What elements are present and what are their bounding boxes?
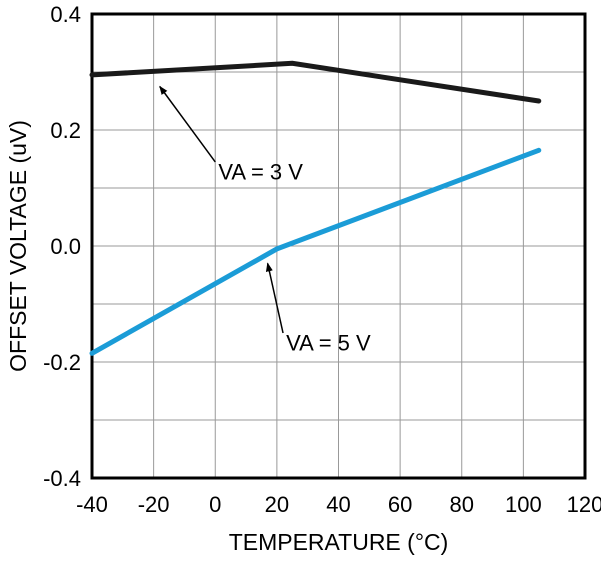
annotation-label: VA = 3 V (218, 159, 303, 184)
y-tick-label: -0.4 (43, 466, 81, 491)
x-tick-label: 80 (450, 492, 474, 517)
y-axis-label: OFFSET VOLTAGE (uV) (5, 120, 31, 372)
x-tick-label: 20 (265, 492, 289, 517)
series-line-va-5-v (89, 147, 542, 356)
x-tick-label: -40 (76, 492, 108, 517)
y-tick-label: 0.0 (50, 234, 81, 259)
x-tick-label: -20 (138, 492, 170, 517)
annotation-arrow (265, 262, 284, 334)
y-tick-label: 0.2 (50, 118, 81, 143)
x-tick-label: 40 (326, 492, 350, 517)
x-axis-label: TEMPERATURE (°C) (229, 529, 449, 555)
x-tick-label: 60 (388, 492, 412, 517)
plot-border (90, 12, 587, 480)
x-tick-label: 120 (567, 492, 601, 517)
series-line-va-3-v (89, 60, 542, 104)
x-tick-label: 100 (505, 492, 542, 517)
annotation-arrow (159, 85, 216, 163)
annotation-label: VA = 5 V (286, 330, 371, 355)
x-tick-label: 0 (209, 492, 221, 517)
y-tick-label: 0.4 (50, 2, 81, 27)
y-tick-label: -0.2 (43, 350, 81, 375)
